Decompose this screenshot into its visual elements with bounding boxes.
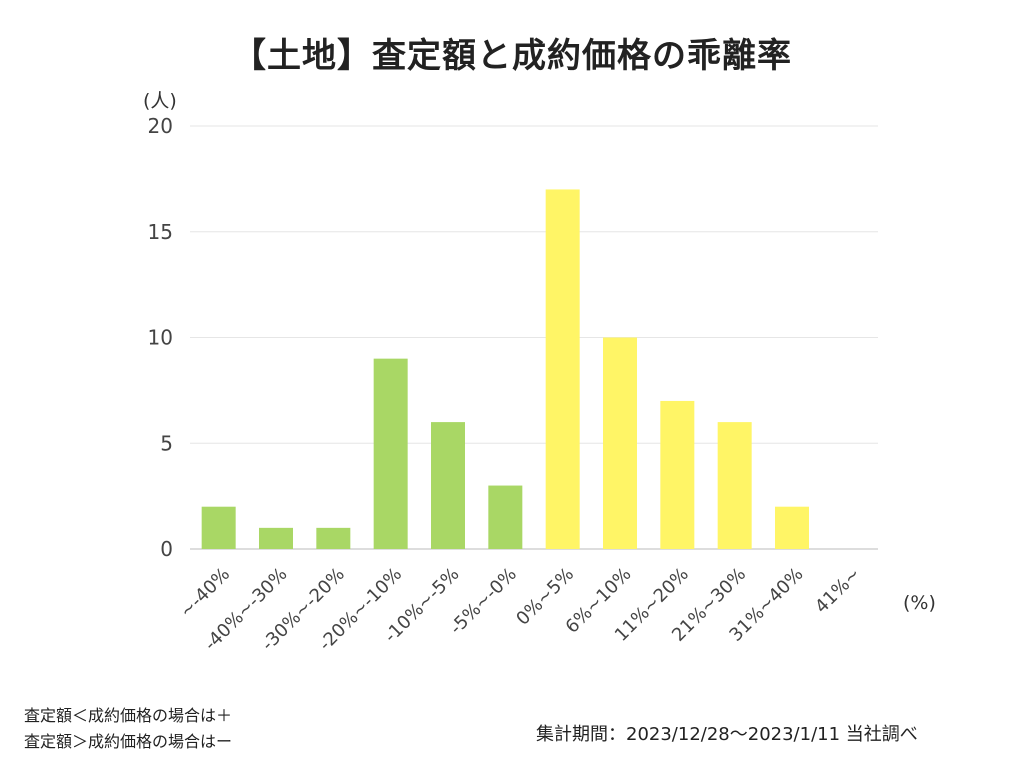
- y-axis-unit: (人): [143, 90, 177, 112]
- chart-title: 【土地】査定額と成約価格の乖離率: [232, 36, 792, 76]
- x-axis-ticks: ~-40%-40%~-30%-30%~-20%-20%~-10%-10%~-5%…: [176, 564, 865, 655]
- y-tick-label: 0: [160, 537, 173, 561]
- bar: [545, 189, 580, 549]
- bar: [717, 422, 752, 549]
- grid-lines: [190, 125, 878, 550]
- bar: [373, 358, 408, 549]
- y-tick-label: 20: [148, 114, 173, 138]
- y-tick-label: 5: [160, 431, 173, 455]
- y-tick-label: 15: [148, 220, 173, 244]
- bar: [488, 485, 523, 549]
- note-positive-definition: 査定額＜成約価格の場合は＋: [24, 706, 233, 725]
- bar: [259, 527, 293, 549]
- bar: [603, 337, 637, 549]
- note-negative-definition: 査定額＞成約価格の場合はー: [24, 732, 233, 751]
- y-tick-label: 10: [148, 326, 173, 350]
- x-tick-label: ~-40%: [176, 564, 234, 622]
- bars: [201, 189, 809, 549]
- x-axis-unit: (%): [903, 592, 936, 614]
- bar: [431, 422, 465, 549]
- y-axis-ticks: 0 5 10 15 20: [148, 114, 173, 561]
- bar: [201, 506, 236, 549]
- x-tick-label: 41%~: [811, 564, 865, 618]
- bar: [660, 400, 695, 549]
- bar: [775, 506, 809, 549]
- survey-period: 集計期間：2023/12/28〜2023/1/11 当社調べ: [536, 724, 918, 745]
- bar: [316, 527, 351, 549]
